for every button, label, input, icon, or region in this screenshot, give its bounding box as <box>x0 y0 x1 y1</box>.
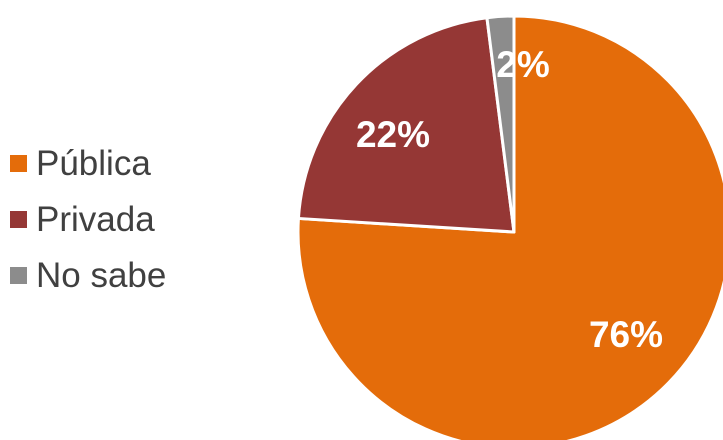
legend-item-no-sabe: No sabe <box>10 247 210 303</box>
legend-item-privada: Privada <box>10 191 210 247</box>
data-label-privada: 22% <box>356 114 430 155</box>
pie-slice-no-sabe <box>485 14 516 234</box>
legend-label-no-sabe: No sabe <box>36 255 167 295</box>
legend-label-privada: Privada <box>36 199 155 239</box>
pie-slice-publica <box>296 14 723 440</box>
pie-data-labels: 76% 22% 2% <box>356 44 663 355</box>
legend-swatch-publica <box>10 154 27 172</box>
chart-legend: Pública Privada No sabe <box>10 135 210 303</box>
legend-swatch-no-sabe <box>10 266 27 284</box>
data-label-publica: 76% <box>589 314 663 355</box>
pie-slices <box>296 14 723 440</box>
pie-slice-privada <box>296 16 516 234</box>
legend-swatch-privada <box>10 210 27 228</box>
legend-label-publica: Pública <box>36 143 151 183</box>
legend-item-publica: Pública <box>10 135 210 191</box>
data-label-no-sabe: 2% <box>496 44 549 85</box>
